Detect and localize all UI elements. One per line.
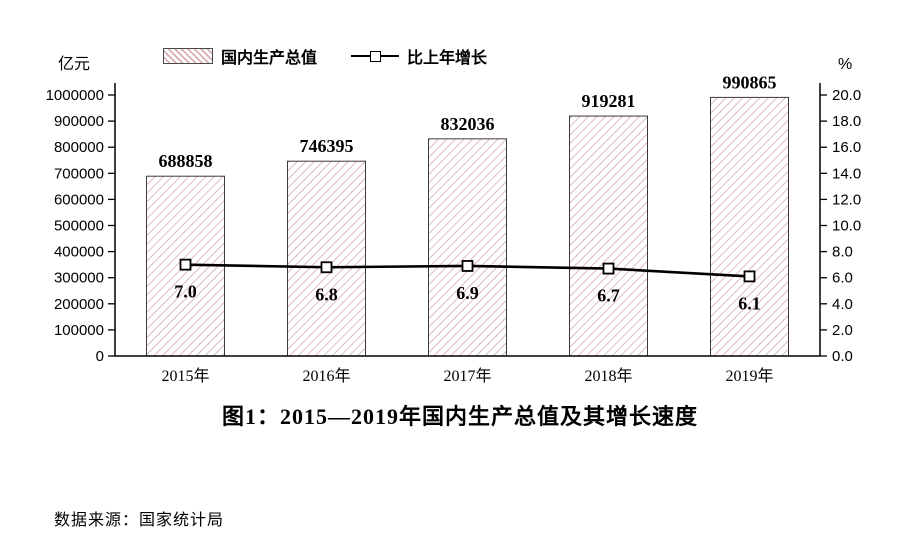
- growth-value-label: 6.8: [315, 284, 338, 304]
- growth-value-label: 6.9: [456, 283, 479, 303]
- right-axis-tick-label: 2.0: [832, 322, 853, 339]
- left-axis-tick-label: 900000: [54, 113, 104, 130]
- right-axis-unit-label: %: [838, 56, 853, 73]
- left-axis-tick-label: 400000: [54, 244, 104, 261]
- right-axis-tick-label: 16.0: [832, 139, 861, 156]
- growth-marker-2017年: [461, 260, 474, 272]
- left-axis-tick-label: 500000: [54, 218, 104, 235]
- bar-2019年: [710, 96, 789, 357]
- legend-square-marker-icon: [370, 51, 382, 62]
- chart-title: 图1：2015—2019年国内生产总值及其增长速度: [221, 404, 698, 429]
- left-axis-tick-label: 200000: [54, 296, 104, 313]
- right-axis-tick-label: 20.0: [832, 87, 861, 104]
- bar-value-label: 688858: [159, 151, 213, 171]
- left-axis-tick-label: 800000: [54, 139, 104, 156]
- growth-value-label: 7.0: [174, 282, 197, 302]
- bar-value-label: 832036: [441, 114, 495, 134]
- growth-legend-label: 比上年增长: [407, 50, 488, 67]
- bar-2018年: [569, 115, 648, 357]
- left-axis-tick-label: 700000: [54, 165, 104, 182]
- x-axis-label: 2016年: [302, 367, 350, 385]
- data-source: 数据来源：国家统计局: [54, 512, 225, 529]
- left-axis-tick-label: 600000: [54, 191, 104, 208]
- gdp-bar-legend-swatch: [163, 48, 213, 64]
- right-axis-tick-label: 14.0: [832, 165, 861, 182]
- right-axis-tick-label: 12.0: [832, 191, 861, 208]
- x-axis-label: 2015年: [161, 367, 209, 385]
- left-axis-unit-label: 亿元: [58, 56, 91, 73]
- growth-value-label: 6.7: [597, 286, 620, 306]
- left-axis-tick-label: 100000: [54, 322, 104, 339]
- bar-2017年: [428, 138, 507, 357]
- x-axis-label: 2017年: [443, 367, 491, 385]
- right-axis-tick-label: 4.0: [832, 296, 853, 313]
- bar-value-label: 919281: [582, 91, 636, 111]
- growth-line-legend-swatch: [351, 48, 400, 64]
- left-axis-tick-label: 300000: [54, 270, 104, 287]
- bar-value-label: 990865: [723, 72, 777, 92]
- right-axis-tick-label: 18.0: [832, 113, 861, 130]
- growth-marker-2016年: [320, 261, 333, 274]
- legend: 国内生产总值 比上年增长: [163, 46, 488, 67]
- x-axis-label: 2019年: [725, 367, 773, 385]
- bar-2016年: [287, 160, 366, 357]
- right-axis-tick-label: 8.0: [832, 244, 853, 261]
- growth-marker-2018年: [602, 262, 615, 275]
- left-axis-tick-label: 1000000: [46, 87, 104, 104]
- left-axis-tick-label: 0: [96, 348, 104, 365]
- growth-marker-2015年: [179, 258, 192, 271]
- growth-value-label: 6.1: [738, 293, 761, 313]
- x-axis-label: 2018年: [584, 367, 632, 385]
- growth-marker-2019年: [743, 270, 756, 283]
- right-axis-tick-label: 10.0: [832, 218, 861, 235]
- right-axis-tick-label: 6.0: [832, 270, 853, 287]
- bar-value-label: 746395: [300, 136, 354, 156]
- gdp-legend-label: 国内生产总值: [221, 50, 318, 67]
- gdp-growth-chart: 688858 746395 832036 919281 990865 0 100000 200…: [46, 72, 862, 385]
- right-axis-tick-label: 0.0: [832, 348, 853, 365]
